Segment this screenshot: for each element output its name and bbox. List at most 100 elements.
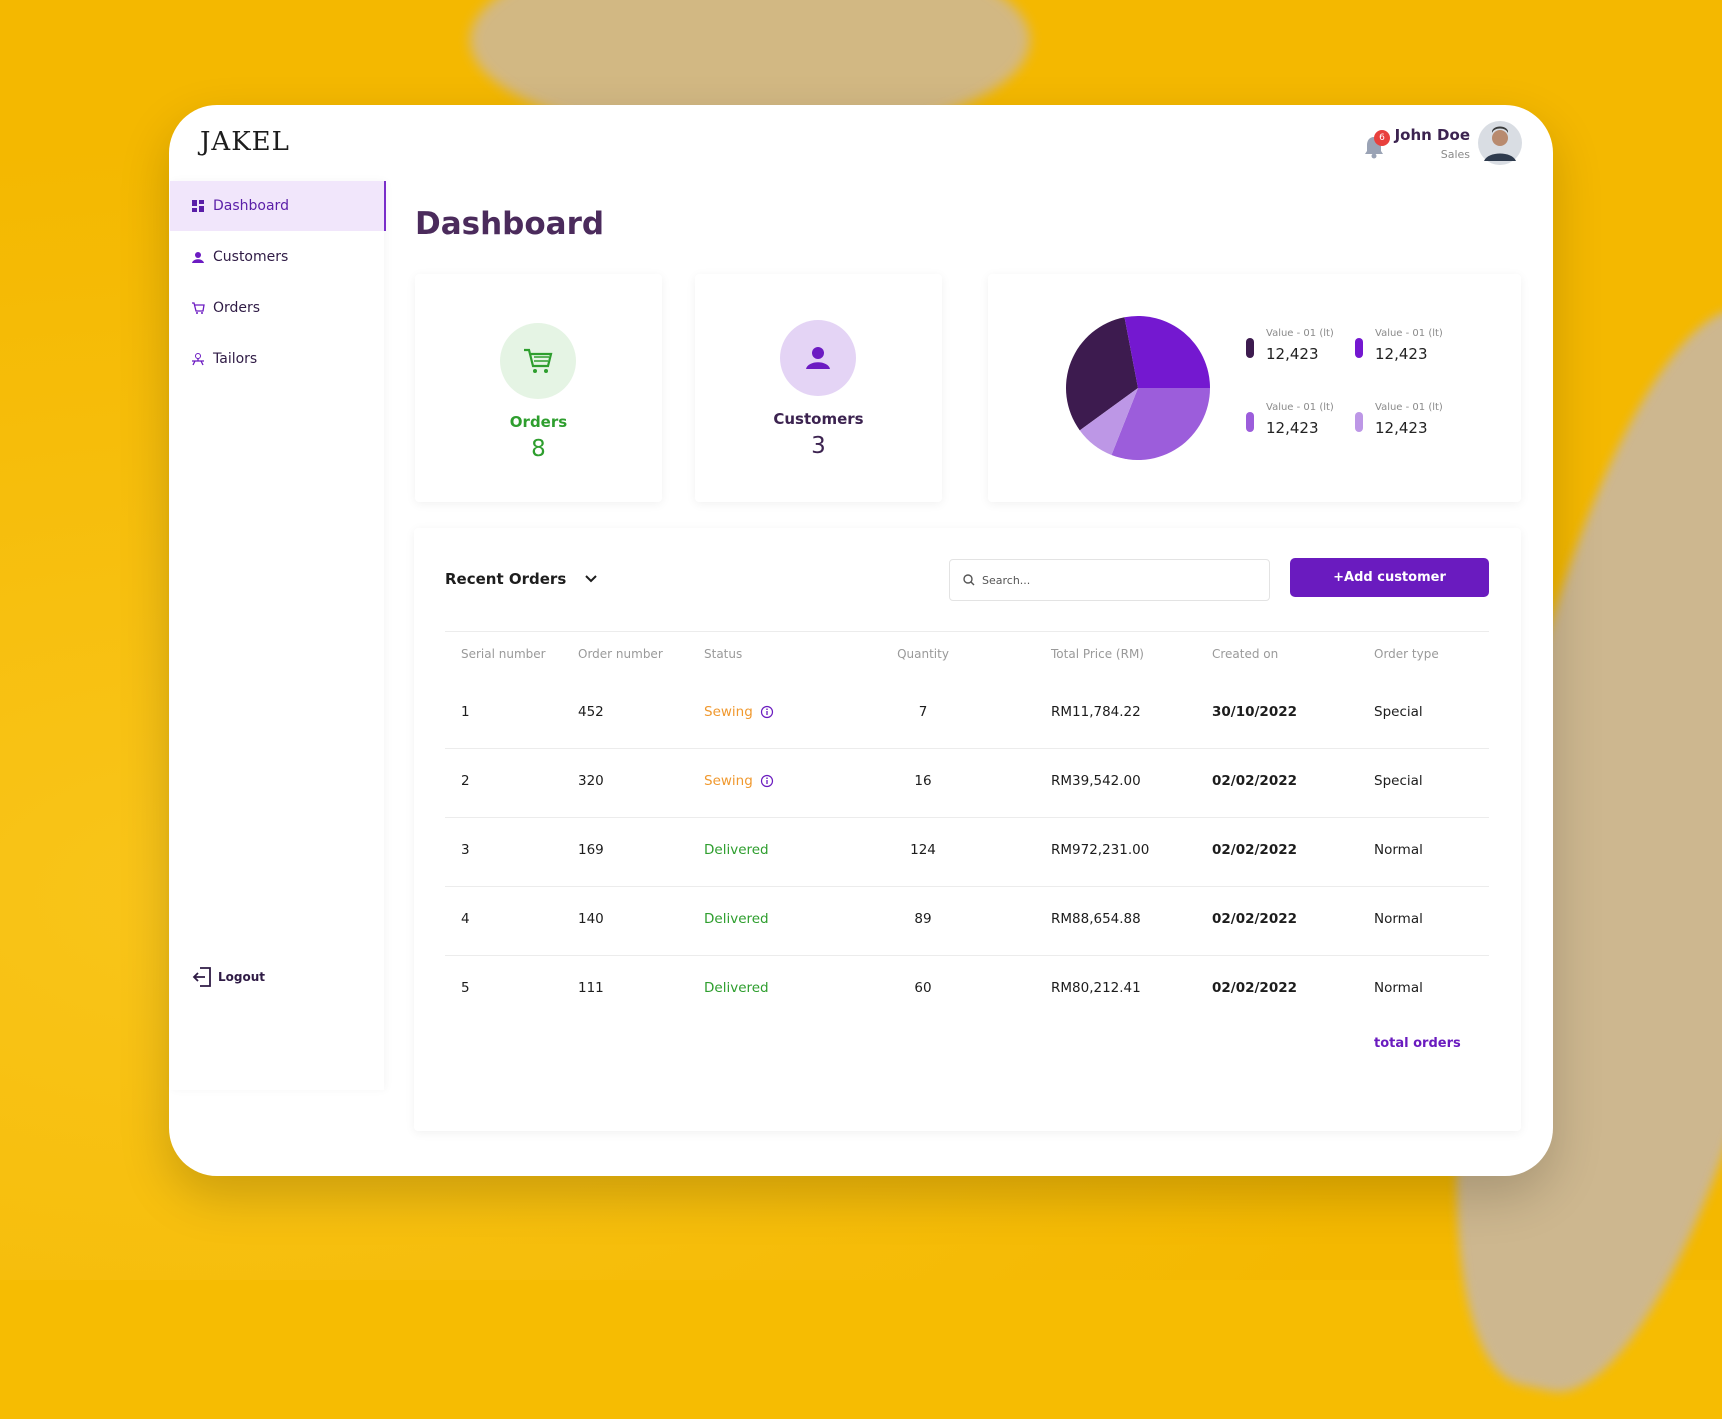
cell-text: 60	[914, 980, 932, 996]
logout[interactable]: Logout	[192, 966, 265, 988]
legend-value: 12,423	[1266, 345, 1319, 363]
cell-text: RM39,542.00	[1051, 773, 1141, 789]
table-cell: 02/02/2022	[1212, 911, 1297, 927]
cell-text: 169	[578, 842, 604, 858]
total-orders-link[interactable]: total orders	[1374, 1036, 1461, 1051]
stat-value: 8	[531, 436, 546, 462]
table-cell: Sewing	[704, 773, 774, 789]
table-cell: Delivered	[704, 911, 769, 927]
legend-value: 12,423	[1266, 419, 1319, 437]
table-cell: 4	[461, 911, 470, 927]
legend-value: 12,423	[1375, 419, 1428, 437]
cell-text: Special	[1374, 704, 1423, 720]
table-cell: 60	[863, 980, 983, 996]
search-icon	[963, 574, 975, 586]
orders-dropdown[interactable]: Recent Orders	[445, 570, 598, 588]
cell-text: Sewing	[704, 773, 753, 789]
column-header: Quantity	[897, 647, 949, 661]
legend-value: 12,423	[1375, 345, 1428, 363]
stat-label: Orders	[509, 413, 568, 431]
page-title: Dashboard	[415, 206, 605, 242]
nav-item[interactable]: Customers	[170, 232, 384, 282]
cell-text: RM11,784.22	[1051, 704, 1141, 720]
user-role: Sales	[1440, 148, 1470, 161]
cell-text: Special	[1374, 773, 1423, 789]
cell-text: 111	[578, 980, 604, 996]
table-cell: RM88,654.88	[1051, 911, 1141, 927]
cart-icon	[524, 348, 553, 373]
stat-card: Customers 3	[695, 274, 942, 502]
table-top-line	[445, 631, 1489, 632]
logout-icon	[192, 967, 211, 987]
row-divider	[445, 817, 1489, 818]
table-cell: 89	[863, 911, 983, 927]
cell-text: 89	[914, 911, 932, 927]
legend-label: Value - 01 (lt)	[1266, 328, 1334, 339]
column-header: Order type	[1374, 647, 1439, 661]
orders-title: Recent Orders	[445, 570, 567, 588]
cell-text: 3	[461, 842, 470, 858]
table-cell: RM39,542.00	[1051, 773, 1141, 789]
table-cell: Delivered	[704, 842, 769, 858]
column-header: Order number	[578, 647, 663, 661]
table-cell: Special	[1374, 773, 1423, 789]
column-header: Total Price (RM)	[1051, 647, 1144, 661]
cell-text: Delivered	[704, 842, 769, 858]
add-customer-button[interactable]: +Add customer	[1290, 558, 1489, 597]
cell-text: Delivered	[704, 911, 769, 927]
legend-label: Value - 01 (lt)	[1375, 328, 1443, 339]
cell-text: 02/02/2022	[1212, 911, 1298, 927]
legend-label: Value - 01 (lt)	[1375, 402, 1443, 413]
table-cell: 169	[578, 842, 604, 858]
nav-label: Tailors	[213, 351, 258, 367]
cell-text: RM88,654.88	[1051, 911, 1141, 927]
nav-icon	[192, 199, 204, 212]
pie-slice	[1079, 388, 1138, 455]
search-box[interactable]: Search...	[949, 559, 1270, 601]
table-cell: 111	[578, 980, 604, 996]
table-cell: Special	[1374, 704, 1423, 720]
avatar[interactable]	[1478, 121, 1522, 165]
nav-label: Orders	[213, 300, 261, 316]
table-cell: 5	[461, 980, 470, 996]
nav-item[interactable]: Orders	[170, 283, 384, 333]
cell-text: 02/02/2022	[1212, 980, 1298, 996]
cell-text: 4	[461, 911, 470, 927]
legend-swatch	[1246, 338, 1254, 358]
cell-text: 02/02/2022	[1212, 773, 1298, 789]
table-cell: 30/10/2022	[1212, 704, 1297, 720]
table-cell: 320	[578, 773, 604, 789]
sidebar	[170, 181, 384, 1090]
row-divider	[445, 886, 1489, 887]
cell-text: Normal	[1374, 842, 1423, 858]
table-cell: Sewing	[704, 704, 774, 720]
nav-item[interactable]: Tailors	[170, 334, 384, 384]
table-cell: RM11,784.22	[1051, 704, 1141, 720]
table-cell: 02/02/2022	[1212, 842, 1297, 858]
user-icon	[806, 347, 830, 369]
row-divider	[445, 748, 1489, 749]
cell-text: Sewing	[704, 704, 753, 720]
cell-text: 140	[578, 911, 604, 927]
cell-text: 452	[578, 704, 604, 720]
table-cell: Normal	[1374, 980, 1423, 996]
notification-badge: 6	[1374, 130, 1390, 146]
legend-swatch	[1355, 338, 1363, 358]
table-cell: 124	[863, 842, 983, 858]
nav-icon	[192, 301, 205, 314]
cell-text: 30/10/2022	[1212, 704, 1298, 720]
stat-value: 3	[811, 433, 826, 459]
nav-label: Dashboard	[213, 198, 289, 214]
legend-swatch	[1246, 412, 1254, 432]
table-cell: 1	[461, 704, 470, 720]
cell-text: Delivered	[704, 980, 769, 996]
cell-text: 02/02/2022	[1212, 842, 1298, 858]
cell-text: 320	[578, 773, 604, 789]
stat-icon	[500, 323, 576, 399]
table-cell: Normal	[1374, 842, 1423, 858]
cell-text: Normal	[1374, 980, 1423, 996]
table-cell: RM972,231.00	[1051, 842, 1149, 858]
pie-chart	[1066, 316, 1210, 460]
nav-item[interactable]: Dashboard	[170, 181, 386, 231]
logout-label: Logout	[218, 970, 266, 984]
